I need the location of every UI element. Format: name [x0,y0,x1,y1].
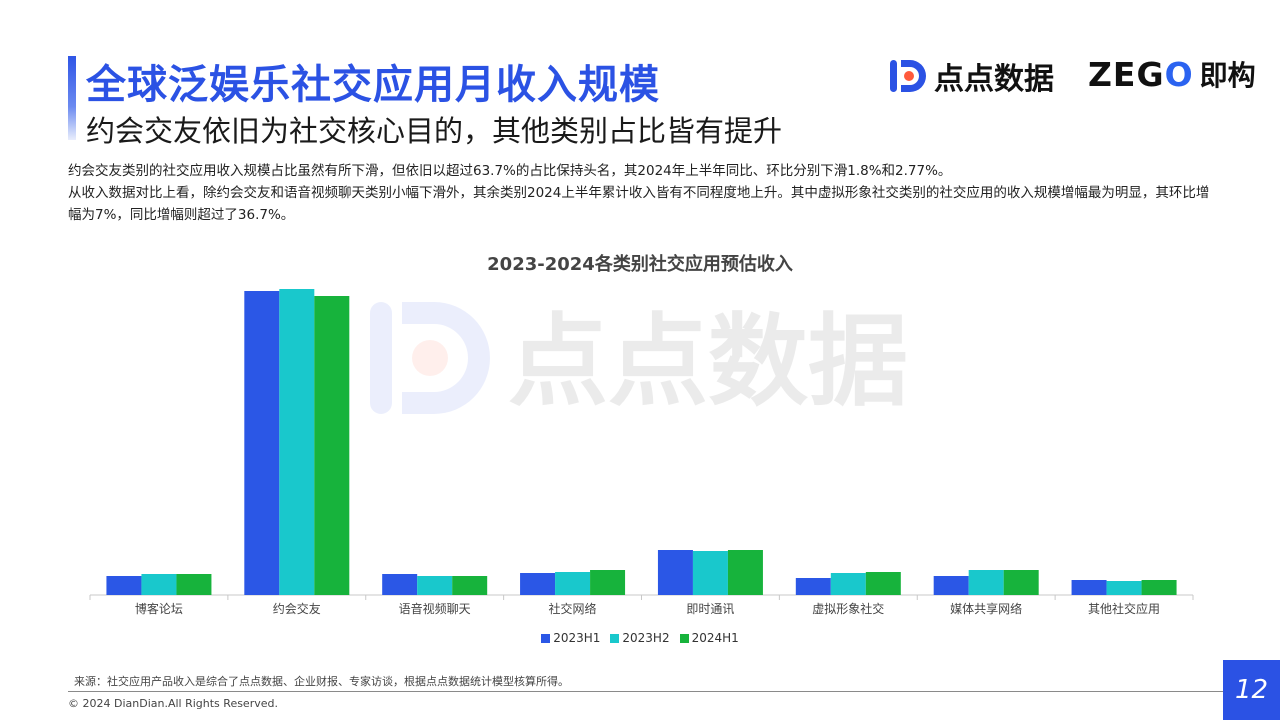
legend-label: 2023H2 [622,631,670,645]
page-number: 12 [1223,660,1280,720]
page-subtitle: 约会交友依旧为社交核心目的，其他类别占比皆有提升 [86,114,783,148]
bar-2024H1-5 [865,572,901,595]
legend-swatch [610,633,620,643]
diandian-logo: 点点数据 [888,54,1054,98]
bar-2024H1-4 [727,550,763,595]
diandian-logo-name: 点点数据 [934,62,1054,97]
legend-label: 2023H1 [553,631,601,645]
bar-2023H1-0 [106,576,142,595]
chart-title: 2023-2024各类别社交应用预估收入 [487,254,793,275]
bar-2023H1-5 [795,578,831,595]
bar-2023H2-1 [279,289,315,595]
bar-2023H2-3 [555,572,591,595]
chart-legend: 2023H1 2023H2 2024H1 [0,631,1280,645]
bar-2024H1-2 [452,576,488,595]
bar-2023H1-6 [933,576,969,595]
zego-logo-brand: ZEGO [1088,54,1194,94]
x-tick-label: 博客论坛 [135,601,183,616]
x-tick-label: 媒体共享网络 [950,601,1022,616]
x-tick-label: 虚拟形象社交 [812,601,884,616]
bar-2024H1-1 [314,296,350,595]
bar-2023H1-3 [520,573,556,595]
x-tick-label: 其他社交应用 [1088,601,1160,616]
x-tick-label: 即时通讯 [686,602,734,616]
bar-2024H1-0 [176,574,212,595]
bar-2023H1-7 [1071,580,1107,595]
legend-item: 2023H2 [610,631,670,645]
source-note: 来源：社交应用产品收入是综合了点点数据、企业财报、专家访谈，根据点点数据统计模型… [74,675,569,688]
bar-2023H2-2 [417,576,453,595]
bar-2023H2-5 [830,573,866,595]
bar-2023H2-6 [968,570,1004,595]
description-paragraph-2: 从收入数据对比上看，除约会交友和语音视频聊天类别小幅下滑外，其余类别2024上半… [68,185,1210,223]
legend-label: 2024H1 [691,631,739,645]
watermark-text: 点点数据 [508,303,908,420]
copyright: © 2024 DianDian.All Rights Reserved. [68,697,278,710]
bar-2023H2-0 [141,574,177,595]
diandian-logo-icon [890,60,926,92]
bar-2024H1-7 [1141,580,1177,595]
watermark: 点点数据 [370,302,908,420]
bar-2023H1-1 [244,291,280,595]
bar-2023H1-4 [657,550,693,595]
legend-item: 2024H1 [679,631,739,645]
title-accent-bar [68,56,76,140]
bar-2023H2-4 [692,551,728,595]
x-tick-label: 语音视频聊天 [399,601,471,616]
description-paragraph-1: 约会交友类别的社交应用收入规模占比虽然有所下滑，但依旧以超过63.7%的占比保持… [68,163,952,179]
x-tick-label: 约会交友 [273,601,321,616]
description: 约会交友类别的社交应用收入规模占比虽然有所下滑，但依旧以超过63.7%的占比保持… [68,160,1218,226]
legend-swatch [679,633,689,643]
bar-2024H1-6 [1003,570,1039,595]
bar-2024H1-3 [590,570,626,595]
bar-2023H2-7 [1106,581,1142,595]
legend-item: 2023H1 [541,631,600,645]
page-title: 全球泛娱乐社交应用月收入规模 [86,62,660,108]
zego-logo-cn: 即构 [1199,59,1256,92]
x-tick-label: 社交网络 [549,601,597,616]
zego-logo: ZEGO 即构 [1088,54,1256,94]
legend-swatch [541,633,551,643]
footer-divider [68,691,1223,692]
bar-2023H1-2 [382,574,418,595]
